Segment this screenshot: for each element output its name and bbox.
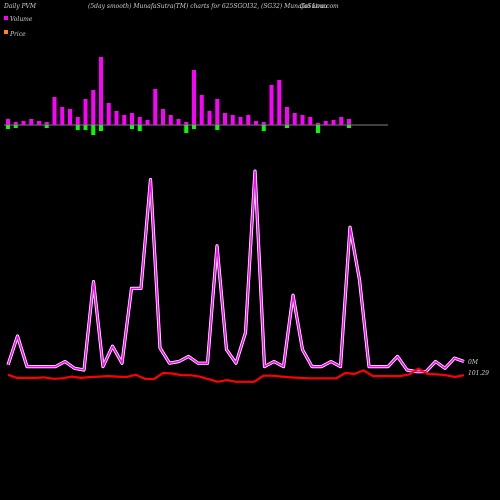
volume-bar-up [347, 119, 351, 125]
legend-price-swatch [4, 30, 8, 34]
volume-bar-up [238, 117, 243, 125]
header-left: Daily PVM [3, 3, 37, 10]
price-last-label: 101.29 [468, 370, 489, 377]
volume-bar-up [6, 119, 10, 125]
volume-bar-up [68, 109, 72, 125]
volume-bar-down [99, 125, 103, 131]
volume-bar-up [44, 122, 49, 125]
volume-bar-up [285, 107, 289, 125]
volume-bar-up [91, 90, 96, 125]
volume-bar-up [114, 111, 119, 125]
legend: Volume Price [4, 16, 33, 38]
price-line [7, 367, 465, 383]
header-right: Goi Loan [300, 3, 327, 10]
volume-bar-up [75, 117, 80, 125]
volume-bar-up [161, 109, 165, 125]
volume-bar-up [246, 115, 251, 125]
volume-bar-up [168, 115, 173, 125]
volume-bar-up [145, 120, 150, 125]
volume-bar-up [323, 121, 328, 125]
volume-bar-up [21, 121, 26, 125]
volume-line [7, 170, 465, 373]
series-lines [6, 169, 465, 383]
volume-bar-up [60, 107, 65, 125]
volume-bar-up [316, 123, 320, 125]
volume-bar-up [292, 113, 297, 125]
volume-bar-up [184, 122, 189, 125]
volume-bar-up [99, 57, 103, 125]
volume-bar-up [192, 70, 196, 125]
volume-bar-up [52, 97, 57, 125]
volume-bar-up [199, 95, 204, 125]
volume-bar-down [215, 125, 220, 130]
volume-bar-down [316, 125, 320, 133]
volume-bar-up [83, 99, 88, 125]
legend-volume-label: Volume [10, 16, 33, 23]
volume-bar-down [75, 125, 80, 130]
legend-volume-swatch [4, 16, 8, 20]
volume-bar-up [331, 120, 336, 125]
volume-bar-down [44, 125, 49, 128]
volume-bar-down [285, 125, 289, 128]
volume-bar-down [6, 125, 10, 129]
volume-bar-down [13, 125, 18, 128]
volume-bar-up [215, 99, 220, 125]
volume-bar-up [254, 121, 258, 125]
volume-bar-up [269, 85, 274, 125]
volume-bar-up [339, 117, 344, 125]
legend-price-label: Price [9, 31, 26, 38]
volume-bar-up [230, 115, 235, 125]
volume-bar-up [13, 122, 18, 125]
volume-last-label: 0M [468, 359, 479, 366]
volume-bar-up [176, 119, 181, 125]
volume-bar-down [184, 125, 189, 133]
volume-bar-up [300, 115, 305, 125]
volume-bar-up [122, 115, 127, 125]
volume-bar-down [137, 125, 142, 131]
volume-bar-up [223, 113, 227, 125]
volume-bar-up [29, 119, 34, 125]
volume-bar-down [91, 125, 96, 135]
volume-bar-up [308, 117, 313, 125]
volume-bars [6, 57, 351, 135]
volume-bar-up [277, 80, 282, 125]
volume-bar-down [347, 125, 351, 128]
volume-bar-down [83, 125, 88, 130]
volume-bar-up [207, 111, 212, 125]
volume-bar-up [37, 121, 41, 125]
volume-bar-up [130, 113, 134, 125]
volume-bar-down [130, 125, 134, 129]
volume-bar-up [137, 117, 142, 125]
volume-bar-down [261, 125, 266, 131]
volume-bar-up [153, 89, 158, 125]
volume-bar-up [261, 122, 266, 125]
volume-bar-up [106, 103, 111, 125]
header-center: (5day smooth) MunafaSutra(TM) charts for… [88, 3, 339, 10]
volume-bar-down [192, 125, 196, 129]
